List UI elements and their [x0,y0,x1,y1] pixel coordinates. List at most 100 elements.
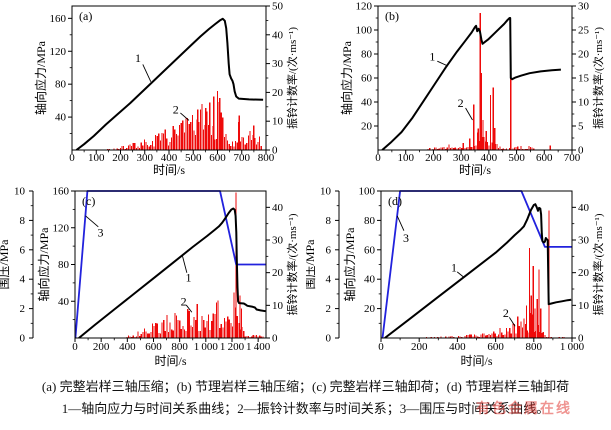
svg-text:6: 6 [20,244,26,256]
curve-label-2: 2 [503,306,509,320]
caption-line-2: 1—轴向应力与时间关系曲线；2—振铃计数率与时间关系；3—围压与时间关系曲线。 [61,401,550,416]
svg-text:700: 700 [564,152,581,164]
svg-text:30: 30 [272,58,284,70]
subplot-tag: (a) [79,9,92,23]
svg-text:0: 0 [378,341,384,353]
svg-text:60: 60 [361,73,373,85]
svg-text:200: 200 [112,152,129,164]
svg-text:10: 10 [14,186,26,198]
svg-text:40: 40 [272,29,284,41]
x-axis: 0 100 200 300 400 500 600 700 时间/s [375,150,581,177]
axial-stress-curve [78,207,266,339]
svg-text:40: 40 [272,202,284,214]
svg-text:40: 40 [578,202,590,214]
confining-pressure-axis: 0 2 4 6 8 10 围压/MPa [0,186,34,345]
curve-label-3: 3 [98,225,104,239]
subplot-b-triaxial-compression-jointed: 0 100 200 300 400 500 600 700时间/s20406080100120… [339,1,605,178]
svg-text:100: 100 [359,186,376,198]
svg-text:300: 300 [137,152,154,164]
y-axis-right-title: 振铃计数率/(次·ms⁻¹) [285,213,299,315]
svg-text:20: 20 [578,267,590,279]
svg-text:300: 300 [453,152,470,164]
y-axis-left-title: 轴向应力/MPa [33,40,48,115]
svg-text:400: 400 [161,152,178,164]
svg-text:120: 120 [53,222,70,234]
svg-text:600: 600 [209,152,226,164]
subplot-d-triaxial-unloading-jointed: 0 200 400 600 800 1 000时间/s20406080100轴向应力/MP… [306,186,605,369]
svg-text:25: 25 [578,25,590,37]
curve-annotations: 3 1 2 [396,215,516,327]
confining-axis-title: 围压/MPa [0,239,11,290]
svg-text:200: 200 [425,152,442,164]
y-axis-right: 0 10 20 30 40 50 振铃计数率/(次·ms⁻¹) [266,1,299,157]
y-axis-left: 20 40 60 80 100 120 轴向应力/MPa [339,1,378,139]
svg-text:160: 160 [53,186,70,198]
svg-text:4: 4 [20,274,26,286]
y-axis-left-title: 轴向应力/MPa [339,40,354,115]
svg-text:50: 50 [272,1,284,13]
svg-text:80: 80 [58,259,70,271]
svg-text:4: 4 [326,274,332,286]
y-axis-left-title: 轴向应力/MPa [342,227,357,302]
svg-text:1 000: 1 000 [560,341,585,353]
axial-stress-curve [384,203,572,339]
svg-text:800: 800 [258,152,275,164]
ae-ring-count-bars [106,90,262,150]
svg-text:0: 0 [578,145,584,157]
curve-annotations: 12 [429,49,473,121]
caption-line-1: (a) 完整岩样三轴压缩；(b) 节理岩样三轴压缩；(c) 完整岩样三轴卸荷；(… [41,379,570,394]
subplot-tag: (d) [388,194,402,208]
x-axis: 0 100 200 300 400 500 600 700 800 时间/s [69,150,275,177]
svg-text:5: 5 [578,121,584,133]
svg-text:200: 200 [93,341,110,353]
y-axis-right-title: 振铃计数率/(次·ms⁻¹) [591,213,605,315]
confining-pressure-curve [381,190,572,339]
confining-pressure-axis: 0 2 4 6 8 10 围压/MPa [306,186,340,345]
svg-text:0: 0 [326,333,332,345]
y-axis-left-title: 轴向应力/MPa [36,227,51,302]
x-axis: 0 200 400 600 800 1 000 时间/s [378,338,585,368]
svg-text:800: 800 [171,341,188,353]
curve-label-1: 1 [135,51,141,65]
svg-text:80: 80 [361,49,373,61]
svg-text:2: 2 [326,303,332,315]
curve-label-2: 2 [173,103,179,117]
svg-text:40: 40 [58,296,70,308]
svg-text:10: 10 [320,186,332,198]
y-axis-right: 0 5 10 15 20 25 30 振铃计数率/(次·ms⁻¹) [572,1,605,157]
plot-frame [71,5,267,151]
curve-label-1: 1 [186,270,192,284]
svg-text:400: 400 [119,341,136,353]
plot-frame [74,190,267,339]
watermark: 有色金属在线 [476,402,572,417]
curve-label-3: 3 [403,231,409,245]
subplot-tag: (b) [385,9,399,23]
axial-stress-curve [75,17,264,151]
svg-text:30: 30 [578,235,590,247]
svg-text:30: 30 [272,235,284,247]
plot-frame [380,190,573,339]
y-axis-left: 40 80 120 160 轴向应力/MPa [36,186,75,321]
svg-text:20: 20 [272,87,284,99]
svg-text:0: 0 [272,145,278,157]
svg-text:30: 30 [578,1,590,13]
svg-text:60: 60 [364,244,376,256]
svg-text:500: 500 [185,152,202,164]
svg-text:0: 0 [578,333,584,345]
axial-stress-curve [381,17,561,151]
curve-label-2: 2 [181,294,187,308]
svg-text:120: 120 [50,46,67,58]
svg-text:500: 500 [508,152,525,164]
curve-annotations: 3 1 2 [85,215,193,313]
svg-text:15: 15 [578,73,590,85]
svg-text:10: 10 [272,116,284,128]
svg-text:100: 100 [397,152,414,164]
y-axis-right-title: 振铃计数率/(次·ms⁻¹) [591,27,605,129]
svg-text:40: 40 [361,97,373,109]
svg-text:600: 600 [487,341,504,353]
svg-text:0: 0 [72,341,78,353]
svg-text:40: 40 [364,274,376,286]
svg-text:0: 0 [272,333,278,345]
